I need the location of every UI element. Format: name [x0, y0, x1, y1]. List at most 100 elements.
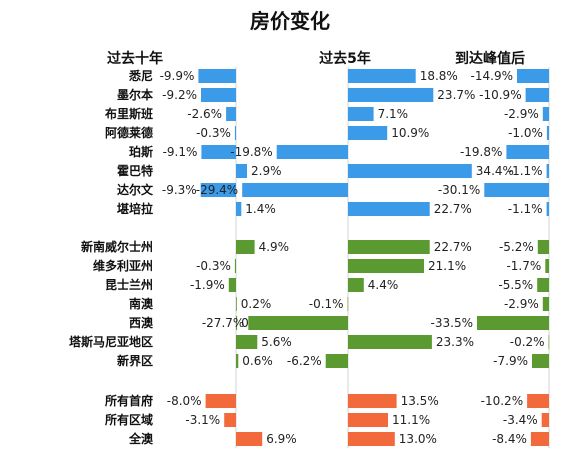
data-label: -1.9%	[190, 278, 225, 292]
bar	[205, 394, 236, 408]
bar	[236, 316, 238, 330]
bar	[546, 126, 549, 140]
bar	[348, 394, 397, 408]
bar	[506, 145, 549, 159]
bar	[477, 316, 549, 330]
data-label: 0.2%	[241, 297, 271, 311]
data-label: -1.1%	[508, 164, 543, 178]
row-label: 西澳	[129, 315, 154, 330]
data-label: -3.1%	[185, 413, 220, 427]
bar	[348, 413, 388, 427]
data-label: -7.9%	[493, 354, 528, 368]
row-label: 墨尔本	[117, 87, 153, 102]
row-label: 所有区域	[105, 412, 153, 427]
data-label: -10.2%	[481, 394, 523, 408]
bar	[548, 335, 550, 349]
data-label: 34.4%	[476, 164, 514, 178]
bar	[236, 202, 242, 216]
bar	[348, 202, 430, 216]
bar	[236, 354, 239, 368]
chart-title: 房价变化	[250, 9, 330, 33]
bar	[541, 413, 549, 427]
row-label: 霍巴特	[117, 163, 153, 178]
panel-header-since-peak: 到达峰值后	[455, 50, 525, 67]
bar	[527, 394, 549, 408]
data-label: -27.7%	[202, 316, 244, 330]
data-label: -2.9%	[504, 107, 539, 121]
bar	[236, 240, 255, 254]
bar	[200, 183, 236, 197]
data-label: -14.9%	[471, 69, 513, 83]
data-label: 11.1%	[392, 413, 430, 427]
data-label: -3.4%	[503, 413, 538, 427]
data-label: 13.5%	[401, 394, 439, 408]
bar	[325, 354, 348, 368]
row-label: 全澳	[128, 431, 154, 446]
bar	[348, 259, 424, 273]
bar	[236, 164, 247, 178]
bar	[236, 432, 263, 446]
data-label: 13.0%	[399, 432, 437, 446]
data-label: 18.8%	[420, 69, 458, 83]
bar	[517, 69, 549, 83]
bar	[234, 126, 236, 140]
data-label: 22.7%	[434, 240, 472, 254]
row-label: 昆士兰州	[105, 277, 153, 292]
data-label: -19.8%	[230, 145, 272, 159]
data-label: -0.2%	[510, 335, 545, 349]
bar	[224, 413, 236, 427]
data-label: -8.0%	[167, 394, 202, 408]
data-label: -9.1%	[163, 145, 198, 159]
bar	[201, 145, 236, 159]
data-label: 10.9%	[391, 126, 429, 140]
data-label: -1.1%	[508, 202, 543, 216]
data-label: 0.6%	[242, 354, 272, 368]
bar	[236, 335, 258, 349]
bar	[198, 69, 236, 83]
bar	[348, 335, 432, 349]
row-label: 新界区	[117, 353, 153, 368]
row-label: 新南威尔士州	[81, 239, 153, 254]
data-label: -29.4%	[196, 183, 238, 197]
bar	[248, 316, 348, 330]
bar	[530, 432, 549, 446]
data-label: 5.6%	[261, 335, 292, 349]
bar	[537, 278, 549, 292]
bar	[348, 240, 430, 254]
bar	[347, 297, 349, 311]
data-label: -30.1%	[438, 183, 480, 197]
data-label: -0.3%	[196, 259, 231, 273]
panel-header-ten-years: 过去十年	[107, 50, 163, 67]
row-label: 维多利亚州	[93, 258, 153, 273]
bar	[348, 278, 364, 292]
data-label: -2.9%	[504, 297, 539, 311]
data-label: 21.1%	[428, 259, 466, 273]
row-label: 塔斯马尼亚地区	[69, 334, 153, 349]
bar	[525, 88, 549, 102]
bar	[201, 88, 236, 102]
data-label: -9.3%	[162, 183, 197, 197]
data-label: 23.7%	[437, 88, 475, 102]
data-label: -1.7%	[506, 259, 541, 273]
bar	[546, 164, 549, 178]
data-label: -5.2%	[499, 240, 534, 254]
bar	[348, 164, 472, 178]
bar	[226, 107, 236, 121]
bar	[242, 183, 348, 197]
row-label: 达尔文	[117, 182, 154, 197]
bar	[546, 202, 549, 216]
bar	[348, 126, 388, 140]
data-label: -2.6%	[187, 107, 222, 121]
row-label: 南澳	[129, 296, 154, 311]
data-label: 2.9%	[251, 164, 282, 178]
row-label: 布里斯班	[105, 106, 153, 121]
bar	[484, 183, 549, 197]
row-label: 所有首府	[105, 393, 153, 408]
data-label: 22.7%	[434, 202, 472, 216]
bar	[542, 297, 549, 311]
chart-rows: 悉尼 -9.9% 18.8% -14.9% 墨尔本 -9.2% 23.7% -10.9% 布里斯…	[69, 67, 550, 448]
data-label: -9.2%	[162, 88, 197, 102]
data-label: 4.9%	[259, 240, 290, 254]
bar	[537, 240, 549, 254]
